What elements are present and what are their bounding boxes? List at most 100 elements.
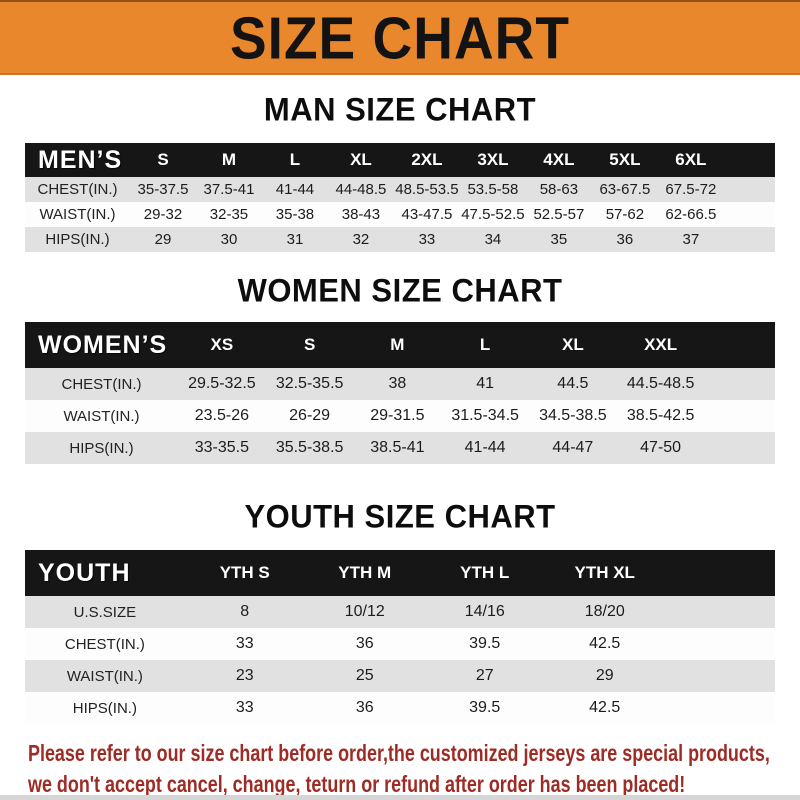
filler-header (723, 143, 775, 177)
filler-header (704, 322, 775, 368)
value-cell: 38-43 (341, 206, 381, 223)
value-cell: 32.5-35.5 (275, 375, 344, 392)
youth-section-title: YOUTH SIZE CHART (244, 498, 556, 535)
women-chest-row: CHEST(IN.) 29.5-32.5 32.5-35.5 38 41 44.… (25, 368, 775, 400)
value-cell: 44.5-48.5 (626, 375, 695, 392)
row-label: HIPS(IN.) (45, 231, 110, 248)
row-label: WAIST(IN.) (66, 667, 143, 685)
disclaimer-text: Please refer to our size chart before or… (28, 738, 800, 800)
youth-hips-row: HIPS(IN.) 33 36 39.5 42.5 (25, 692, 775, 724)
value-cell: 32 (352, 231, 370, 248)
youth-size-table: YOUTH YTH S YTH M YTH L YTH XL U.S.SIZE … (25, 550, 775, 724)
value-cell: 52.5-57 (533, 206, 585, 223)
value-cell: 47.5-52.5 (461, 206, 525, 223)
value-cell: 38.5-41 (370, 439, 425, 456)
value-cell: 43-47.5 (401, 206, 453, 223)
value-cell: 33 (235, 635, 254, 652)
women-size-table: WOMEN’S XS S M L XL XXL CHEST(IN.) 29.5-… (25, 322, 775, 464)
value-cell: 18/20 (584, 603, 625, 620)
value-cell: 29-32 (143, 206, 183, 223)
youth-corner-label: YOUTH (25, 550, 185, 596)
value-cell: 35.5-38.5 (275, 439, 344, 456)
value-cell: 44-48.5 (335, 181, 387, 198)
value-cell: 39.5 (469, 635, 501, 652)
men-col-header: 4XL (525, 143, 592, 177)
value-cell: 29 (154, 231, 172, 248)
value-cell: 48.5-53.5 (395, 181, 459, 198)
value-cell: 30 (220, 231, 238, 248)
value-cell: 62-66.5 (665, 206, 717, 223)
row-label: HIPS(IN.) (69, 439, 134, 457)
value-cell: 27 (475, 667, 494, 684)
youth-chest-row: CHEST(IN.) 33 36 39.5 42.5 (25, 628, 775, 660)
value-cell: 10/12 (344, 603, 385, 620)
men-header-row: MEN’S S M L XL 2XL 3XL 4XL 5XL 6XL (25, 143, 775, 177)
value-cell: 35-38 (275, 206, 315, 223)
value-cell: 38 (388, 375, 407, 392)
youth-header-row: YOUTH YTH S YTH M YTH L YTH XL (25, 550, 775, 596)
women-col-header: M (353, 322, 442, 368)
row-label: WAIST(IN.) (39, 206, 116, 223)
youth-col-header: YTH M (304, 550, 425, 596)
women-corner-label: WOMEN’S (25, 322, 178, 368)
men-hips-row: HIPS(IN.) 29 30 31 32 33 34 35 36 37 (25, 227, 775, 252)
value-cell: 67.5-72 (665, 181, 717, 198)
bottom-divider (0, 795, 800, 800)
row-label: CHEST(IN.) (37, 181, 118, 198)
value-cell: 8 (240, 603, 250, 620)
youth-ussize-row: U.S.SIZE 8 10/12 14/16 18/20 (25, 596, 775, 628)
value-cell: 57-62 (605, 206, 645, 223)
value-cell: 63-67.5 (599, 181, 651, 198)
value-cell: 33 (235, 699, 254, 716)
men-chest-row: CHEST(IN.) 35-37.5 37.5-41 41-44 44-48.5… (25, 177, 775, 202)
row-label: WAIST(IN.) (63, 407, 140, 425)
men-col-header: 5XL (591, 143, 658, 177)
men-corner-label: MEN’S (25, 143, 130, 177)
disclaimer-line-2: we don't accept cancel, change, teturn o… (28, 771, 686, 797)
value-cell: 14/16 (464, 603, 505, 620)
men-col-header: M (195, 143, 262, 177)
banner-title: SIZE CHART (230, 4, 570, 72)
value-cell: 41-44 (464, 439, 506, 456)
value-cell: 31.5-34.5 (451, 407, 519, 424)
youth-waist-row: WAIST(IN.) 23 25 27 29 (25, 660, 775, 692)
value-cell: 44.5 (557, 375, 589, 392)
value-cell: 26-29 (289, 407, 331, 424)
women-col-header: L (441, 322, 529, 368)
value-cell: 44-47 (552, 439, 594, 456)
value-cell: 35-37.5 (137, 181, 189, 198)
women-section-title: WOMEN SIZE CHART (237, 272, 563, 309)
row-label: CHEST(IN.) (64, 635, 145, 653)
value-cell: 41 (476, 375, 495, 392)
value-cell: 36 (616, 231, 634, 248)
filler-cell (665, 692, 775, 724)
women-hips-row: HIPS(IN.) 33-35.5 35.5-38.5 38.5-41 41-4… (25, 432, 775, 464)
value-cell: 34.5-38.5 (539, 407, 607, 424)
filler-cell (665, 596, 775, 628)
women-col-header: XL (529, 322, 617, 368)
man-section-title: MAN SIZE CHART (263, 91, 537, 128)
filler-cell (705, 432, 776, 464)
filler-cell (724, 177, 775, 202)
filler-cell (724, 202, 775, 227)
filler-cell (724, 227, 775, 252)
filler-cell (665, 628, 775, 660)
row-label: U.S.SIZE (73, 603, 137, 621)
men-col-header: 2XL (393, 143, 460, 177)
row-label: CHEST(IN.) (61, 375, 142, 393)
value-cell: 29-31.5 (370, 407, 425, 424)
value-cell: 35 (550, 231, 568, 248)
youth-col-header: YTH L (424, 550, 545, 596)
men-col-header: L (261, 143, 328, 177)
value-cell: 31 (286, 231, 304, 248)
value-cell: 41-44 (275, 181, 315, 198)
value-cell: 36 (355, 635, 374, 652)
men-col-header: 3XL (459, 143, 526, 177)
men-col-header: 6XL (657, 143, 724, 177)
value-cell: 47-50 (640, 439, 682, 456)
value-cell: 23.5-26 (194, 407, 249, 424)
women-col-header: XS (178, 322, 266, 368)
women-waist-row: WAIST(IN.) 23.5-26 26-29 29-31.5 31.5-34… (25, 400, 775, 432)
filler-header (664, 550, 775, 596)
value-cell: 23 (235, 667, 254, 684)
